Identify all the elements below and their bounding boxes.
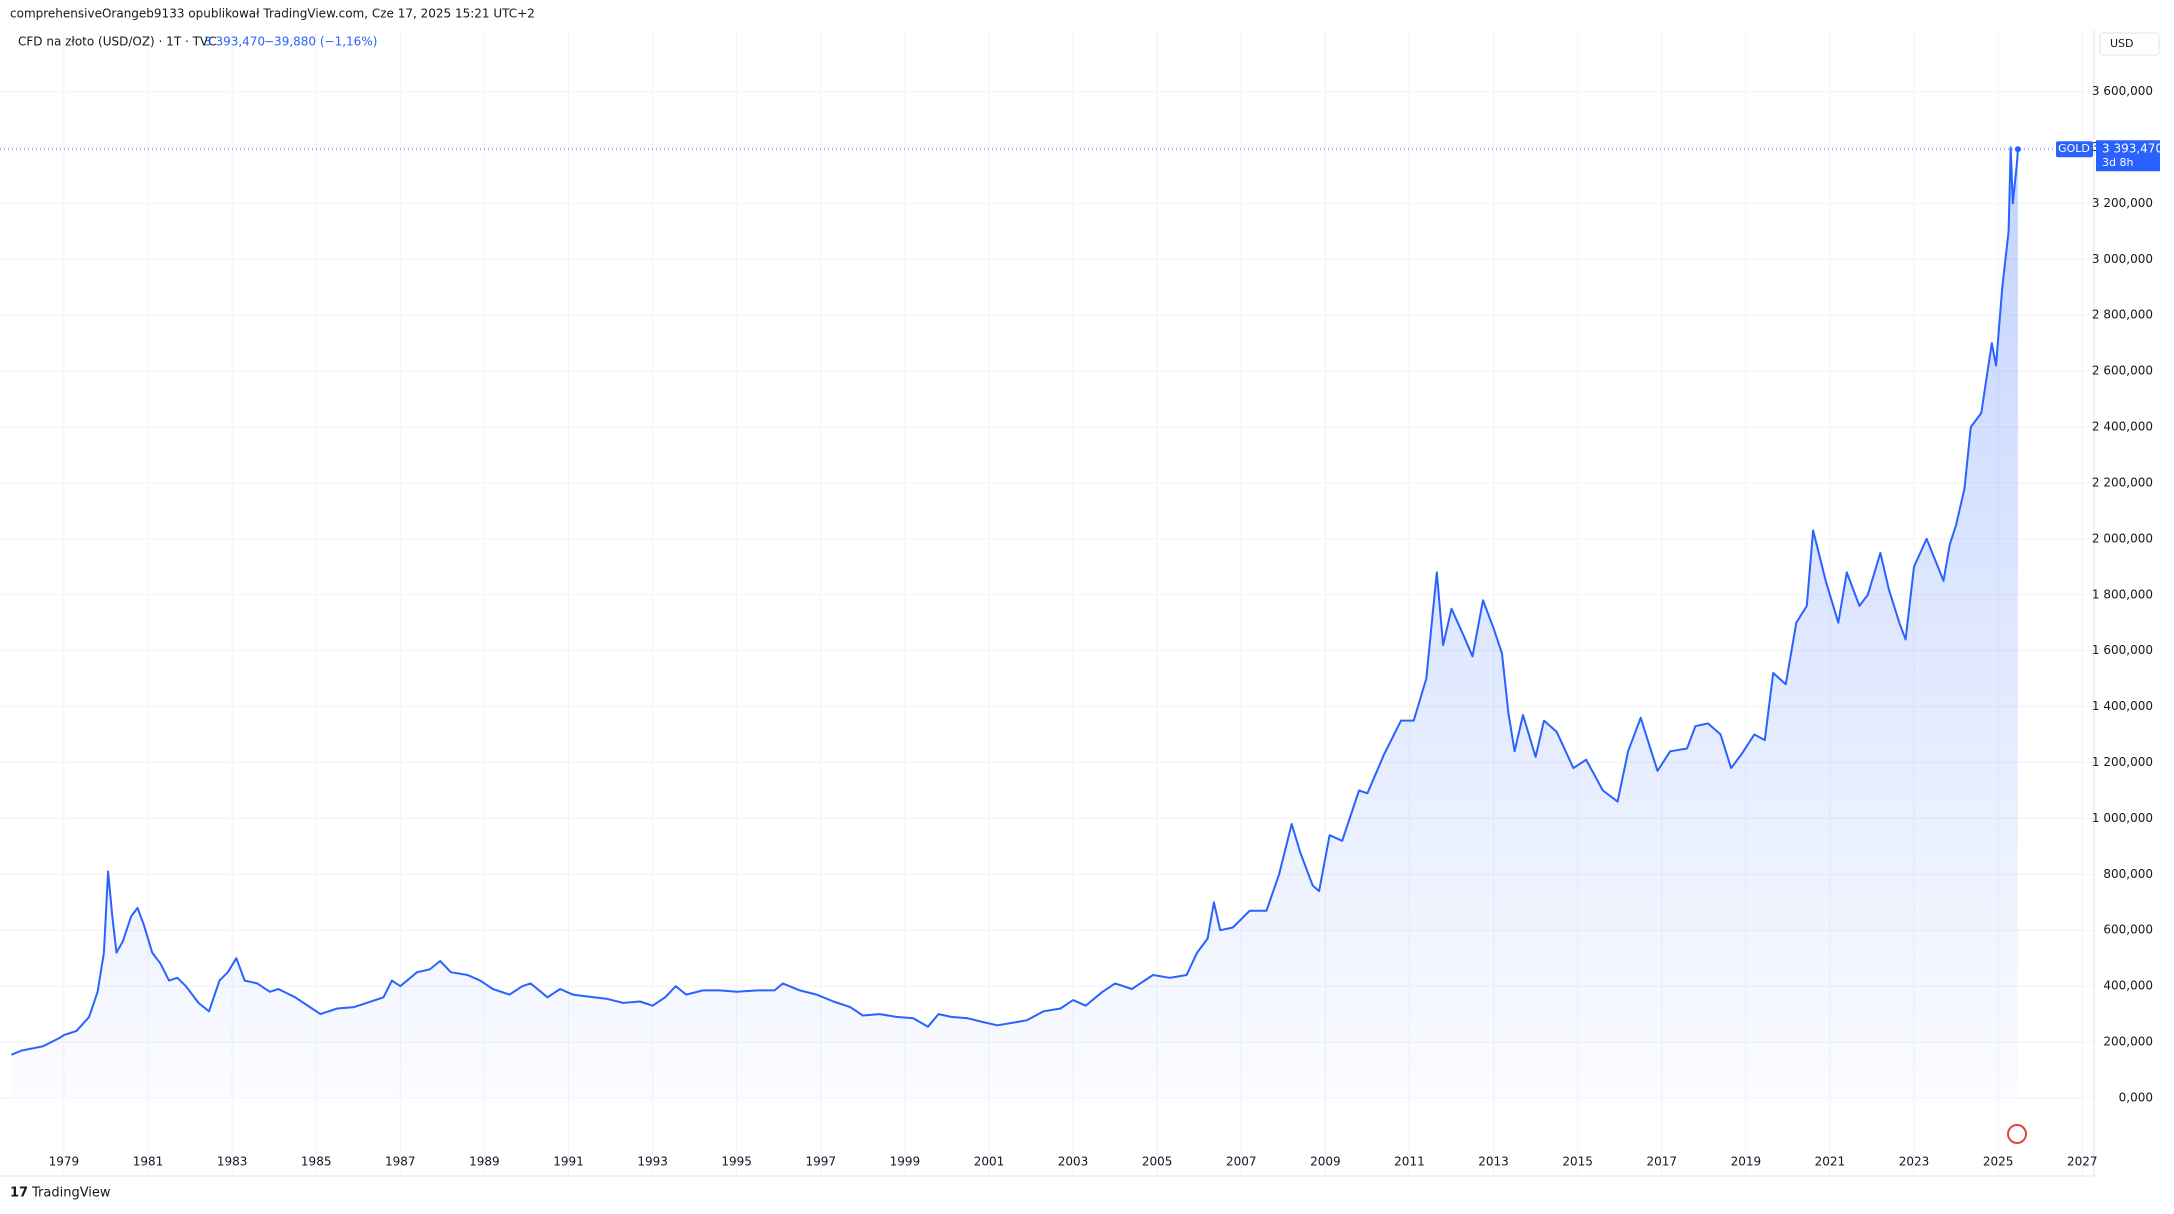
- x-tick-label: 2025: [1983, 1155, 2014, 1169]
- price-line: [11, 146, 2019, 1056]
- brand: TradingView: [31, 1186, 111, 1201]
- event-icon[interactable]: [2007, 1124, 2027, 1144]
- x-tick-label: 1987: [385, 1155, 416, 1169]
- symbol: GOLD: [2058, 142, 2090, 155]
- x-tick-label: 1983: [217, 1155, 248, 1169]
- countdown: 3d 8h: [2102, 156, 2133, 169]
- x-tick-label: 2019: [1731, 1155, 1762, 1169]
- price-label: 3 393,470: [2102, 142, 2163, 156]
- x-tick-label: 1979: [49, 1155, 80, 1169]
- currency[interactable]: USD: [2110, 37, 2134, 50]
- y-tick-label: 1 000,000: [2092, 811, 2153, 825]
- x-tick-label: 1981: [133, 1155, 164, 1169]
- currency-box[interactable]: [2099, 32, 2160, 56]
- y-tick-label: 400,000: [2103, 979, 2153, 993]
- y-tick-label: 0,000: [2119, 1090, 2153, 1104]
- x-tick-label: 2013: [1478, 1155, 1509, 1169]
- symbol-box: [2056, 141, 2093, 158]
- x-tick-label: 2005: [1142, 1155, 1173, 1169]
- x-tick-label: 1993: [637, 1155, 668, 1169]
- legend-price: 3 393,470: [204, 35, 265, 49]
- x-tick-label: 2027: [2067, 1155, 2098, 1169]
- legend-change: −39,880 (−1,16%): [264, 35, 377, 49]
- y-tick-label: 1 400,000: [2092, 699, 2153, 713]
- y-tick-label: 2 400,000: [2092, 420, 2153, 434]
- y-tick-label: 3 600,000: [2092, 84, 2153, 98]
- brand-icon: 17: [10, 1186, 28, 1201]
- area-fill: [11, 147, 2018, 1098]
- x-tick-label: 2017: [1646, 1155, 1677, 1169]
- x-tick-label: 1995: [721, 1155, 752, 1169]
- y-tick-label: 1 600,000: [2092, 643, 2153, 657]
- x-tick-label: 1999: [890, 1155, 921, 1169]
- y-tick-label: 3 200,000: [2092, 196, 2153, 210]
- x-tick-label: 1997: [806, 1155, 837, 1169]
- x-tick-label: 2007: [1226, 1155, 1257, 1169]
- y-tick-label: 1 200,000: [2092, 755, 2153, 769]
- y-tick-label: 2 000,000: [2092, 531, 2153, 545]
- x-tick-label: 1985: [301, 1155, 332, 1169]
- y-tick-label: 2 600,000: [2092, 364, 2153, 378]
- y-tick-label: 200,000: [2103, 1035, 2153, 1049]
- price-box: [2096, 140, 2160, 172]
- x-tick-label: 2015: [1562, 1155, 1593, 1169]
- x-tick-label: 2003: [1058, 1155, 1089, 1169]
- y-tick-label: 3 000,000: [2092, 252, 2153, 266]
- x-tick-label: 1989: [469, 1155, 500, 1169]
- x-tick-label: 2023: [1899, 1155, 1930, 1169]
- y-tick-label: 2 200,000: [2092, 475, 2153, 489]
- legend-title: CFD na złoto (USD/OZ) · 1T · TVC: [18, 35, 217, 49]
- x-tick-label: 2011: [1394, 1155, 1425, 1169]
- y-tick-label: 2 800,000: [2092, 308, 2153, 322]
- y-tick-label: 1 800,000: [2092, 587, 2153, 601]
- x-tick-label: 2001: [974, 1155, 1005, 1169]
- last-point: [2014, 146, 2021, 153]
- y-tick-label: 800,000: [2103, 867, 2153, 881]
- x-tick-label: 2021: [1815, 1155, 1846, 1169]
- byline: comprehensiveOrangeb9133 opublikował Tra…: [10, 7, 535, 21]
- x-tick-label: 2009: [1310, 1155, 1341, 1169]
- y-tick-label: 600,000: [2103, 923, 2153, 937]
- x-tick-label: 1991: [553, 1155, 584, 1169]
